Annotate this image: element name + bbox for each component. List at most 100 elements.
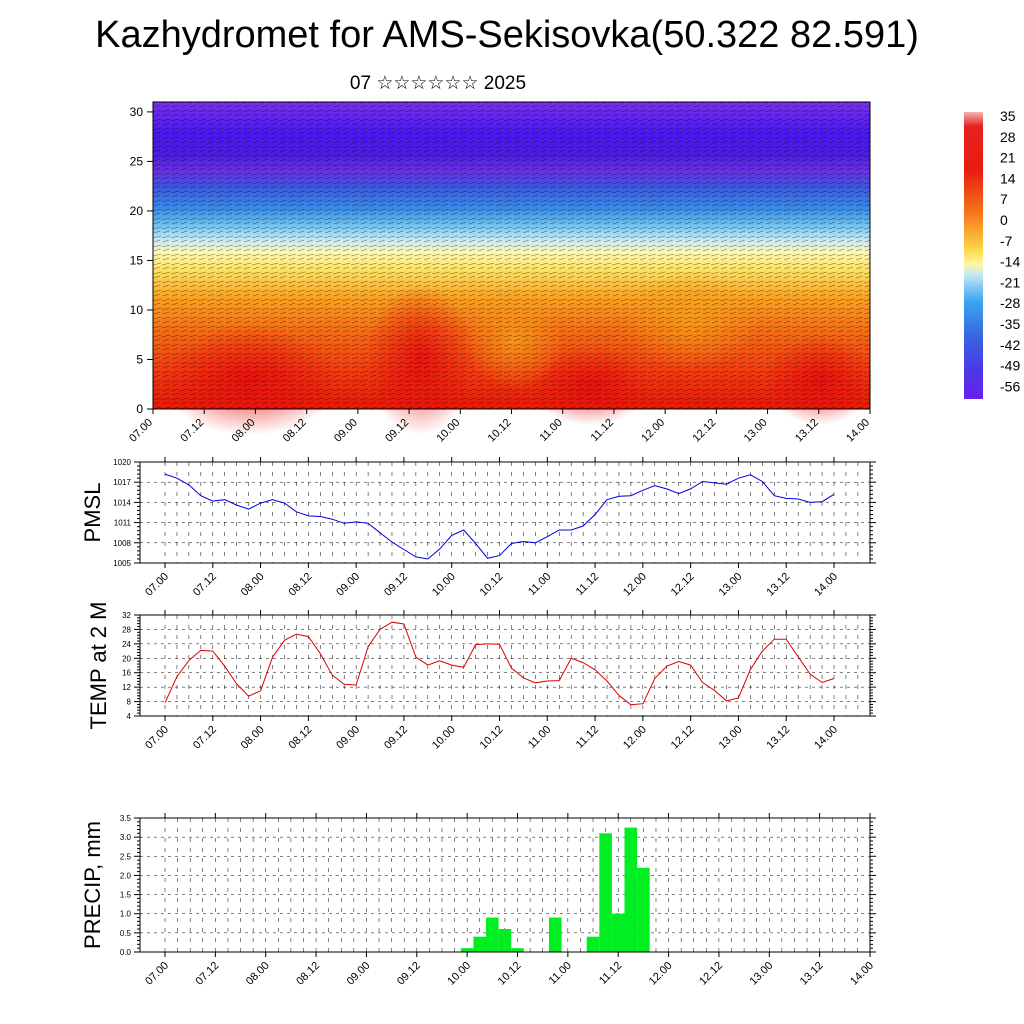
colorbar-label: 21 <box>1000 150 1016 166</box>
x-tick-label: 07.00 <box>143 571 171 599</box>
y-tick-label: 12 <box>122 683 131 692</box>
colorbar-label: -35 <box>1000 316 1020 332</box>
y-tick-label: 28 <box>122 625 131 634</box>
y-tick-label: 1011 <box>114 519 132 528</box>
x-tick-label: 13.00 <box>747 960 775 988</box>
wind-vectors <box>153 102 870 409</box>
y-tick-label: 1.5 <box>120 891 132 900</box>
colorbar-label: -21 <box>1000 274 1020 290</box>
y-tick-label: 20 <box>130 204 144 218</box>
x-tick-label: 13.12 <box>764 571 792 599</box>
pmsl-panel: 1005 1008 1011 1014 1017 1020 07.00 07.12 08.00 0… <box>80 457 876 599</box>
x-tick-label: 13.12 <box>798 960 826 988</box>
x-tick-label: 11.12 <box>574 571 601 598</box>
y-tick-label: 2.5 <box>120 852 132 861</box>
precip-bar <box>498 929 512 952</box>
x-tick-label: 14.00 <box>844 417 872 445</box>
x-tick-label: 12.00 <box>621 571 649 599</box>
x-tick-label: 11.00 <box>537 417 564 444</box>
x-tick-label: 09.00 <box>345 960 373 988</box>
x-tick-label: 09.00 <box>332 417 360 445</box>
x-tick-label: 10.12 <box>496 960 524 988</box>
x-tick-label: 11.00 <box>526 724 553 751</box>
y-axis-label: PMSL <box>80 483 105 543</box>
precip-bar <box>637 867 650 952</box>
y-tick-label: 10 <box>130 303 144 317</box>
x-tick-label: 12.12 <box>669 724 697 752</box>
y-tick-label: 25 <box>130 154 144 168</box>
x-tick-label: 12.00 <box>647 960 675 988</box>
x-tick-label: 07.00 <box>127 417 155 445</box>
colorbar-label: -28 <box>1000 295 1020 311</box>
x-tick-label: 11.00 <box>526 571 553 598</box>
x-tick-label: 12.12 <box>697 960 725 988</box>
x-tick-label: 07.12 <box>191 724 219 752</box>
x-tick-label: 08.00 <box>239 571 267 599</box>
precip-bar <box>611 913 625 952</box>
x-tick-label: 13.00 <box>717 724 745 752</box>
x-tick-label: 09.12 <box>395 960 423 988</box>
x-tick-label: 10.12 <box>486 417 514 445</box>
y-tick-label: 1017 <box>113 478 131 487</box>
y-tick-label: 1008 <box>113 539 131 548</box>
colorbar-label: -42 <box>1000 337 1020 353</box>
colorbar: 35 28 21 14 7 0 -7 -14 -21 -28 -35 -42 -49 -56 <box>964 108 1020 399</box>
x-tick-label: 12.00 <box>621 724 649 752</box>
x-tick-label: 11.00 <box>547 960 574 987</box>
x-tick-label: 14.00 <box>812 571 840 599</box>
precip-bar <box>460 948 474 952</box>
colorbar-label: 7 <box>1000 191 1008 207</box>
x-tick-label: 10.12 <box>478 724 506 752</box>
y-tick-label: 30 <box>130 105 144 119</box>
x-tick-label: 11.12 <box>597 960 624 987</box>
x-tick-label: 13.00 <box>717 571 745 599</box>
colorbar-label: -56 <box>1000 378 1020 394</box>
precip-bar <box>548 917 562 952</box>
x-tick-label: 07.12 <box>194 960 222 988</box>
y-tick-label: 0.5 <box>120 929 132 938</box>
y-tick-label: 16 <box>122 669 131 678</box>
x-tick-label: 07.12 <box>191 571 219 599</box>
precip-bar <box>586 936 600 952</box>
y-tick-label: 4 <box>127 712 132 721</box>
y-tick-label: 1005 <box>113 559 131 568</box>
y-tick-label: 8 <box>127 698 132 707</box>
cross-section-y-axis: 0 5 10 15 20 25 30 <box>130 105 153 416</box>
y-tick-label: 1014 <box>113 498 131 507</box>
colorbar-strip <box>964 112 983 399</box>
x-tick-label: 07.00 <box>143 960 171 988</box>
y-axis-label: PRECIP, mm <box>80 821 105 949</box>
y-tick-label: 3.0 <box>120 833 132 842</box>
x-tick-label: 08.12 <box>287 724 315 752</box>
x-tick-label: 09.12 <box>382 571 410 599</box>
y-axis-label: TEMP at 2 M <box>86 602 111 730</box>
x-tick-label: 10.00 <box>430 724 458 752</box>
x-tick-label: 09.00 <box>334 571 362 599</box>
y-tick-label: 0 <box>136 402 143 416</box>
series-line <box>164 473 835 560</box>
page-title: Kazhydromet for AMS-Sekisovka(50.322 82.… <box>95 14 919 56</box>
y-tick-label: 15 <box>130 253 144 267</box>
colorbar-labels: 35 28 21 14 7 0 -7 -14 -21 -28 -35 -42 -49 -56 <box>1000 108 1020 394</box>
temperature-panel: 4 8 12 16 20 24 28 32 07.00 07.12 08.00 08.12 09.00 0… <box>86 602 876 752</box>
precipitation-panel: 0.0 0.5 1.0 1.5 2.0 2.5 3.0 3.5 07.00 07.12 08.00 0… <box>80 813 876 988</box>
y-tick-label: 3.5 <box>120 814 132 823</box>
precip-bar <box>473 936 487 952</box>
panel-frame <box>139 461 871 564</box>
y-tick-label: 24 <box>122 640 131 649</box>
x-tick-label: 08.12 <box>287 571 315 599</box>
precip-bar <box>486 917 499 952</box>
x-tick-label: 14.00 <box>812 724 840 752</box>
x-tick-label: 13.12 <box>764 724 792 752</box>
x-tick-label: 08.00 <box>239 724 267 752</box>
x-tick-label: 11.12 <box>574 724 601 751</box>
x-tick-label: 08.12 <box>294 960 322 988</box>
colorbar-label: 14 <box>1000 170 1016 186</box>
series-line <box>164 621 835 706</box>
x-tick-label: 07.00 <box>143 724 171 752</box>
x-tick-label: 08.00 <box>244 960 272 988</box>
precip-bar <box>624 827 638 952</box>
precip-bar <box>599 833 612 952</box>
